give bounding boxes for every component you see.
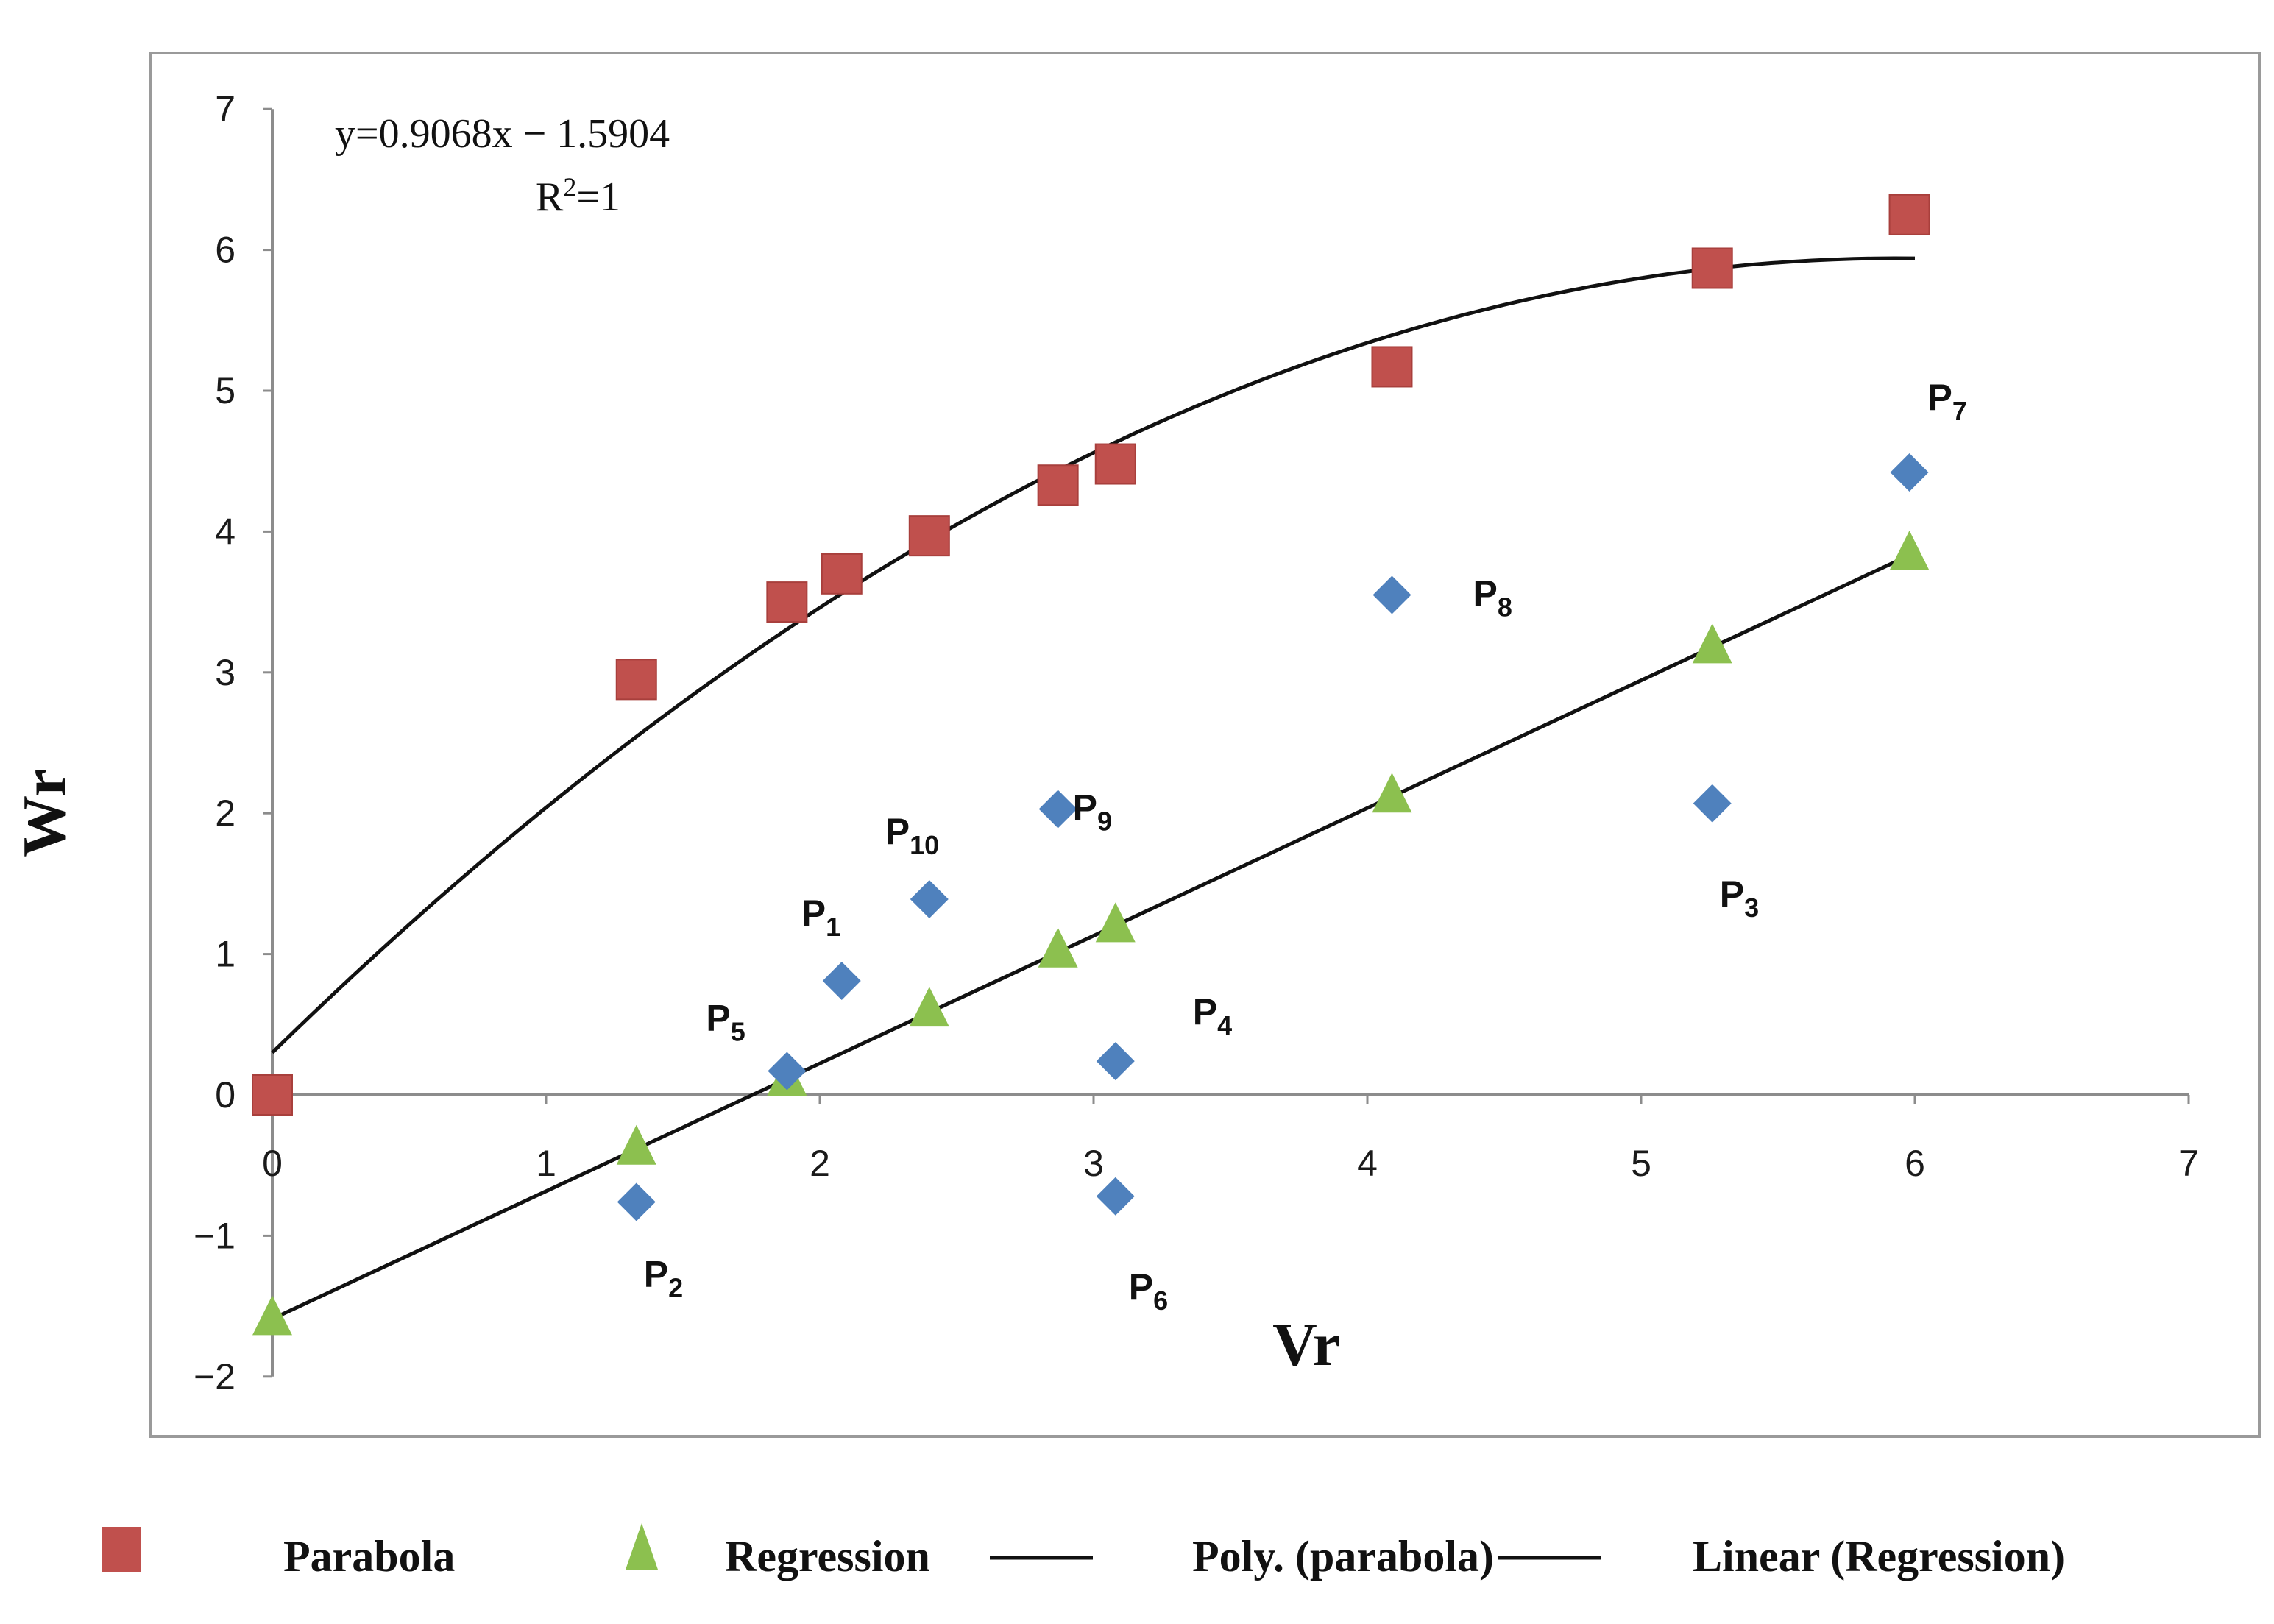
x-tick-label: 5	[1631, 1143, 1651, 1184]
parabola-point	[1691, 247, 1733, 289]
x-tick-label: 1	[536, 1143, 556, 1184]
r-squared-sup: 2	[563, 172, 576, 202]
x-axis-title: Vr	[1272, 1311, 1340, 1379]
parabola-point	[252, 1074, 293, 1116]
regression-point	[616, 1124, 656, 1165]
x-tick-label: 0	[262, 1143, 283, 1184]
x-tick-label: 4	[1357, 1143, 1378, 1184]
point-label: P4	[1193, 991, 1232, 1040]
r-squared-rest: =1	[576, 174, 620, 220]
x-tick-label: 3	[1083, 1143, 1104, 1184]
regression-point	[1038, 927, 1078, 968]
y-tick-label: 5	[215, 370, 235, 411]
parabola-point	[1094, 443, 1136, 485]
equation-text: y=0.9068x − 1.5904	[335, 111, 670, 157]
x-tick-label: 7	[2178, 1143, 2199, 1184]
p-point	[1890, 453, 1929, 492]
y-tick-label: 7	[215, 88, 235, 130]
legend-label: Linear (Regression)	[1693, 1532, 2065, 1581]
p-point	[1096, 1042, 1135, 1081]
point-label: P9	[1073, 787, 1112, 836]
parabola-point	[1888, 194, 1930, 235]
x-tick-label: 2	[810, 1143, 830, 1184]
p-point	[1038, 790, 1077, 829]
point-label: P6	[1129, 1266, 1168, 1316]
parabola-point	[1037, 464, 1079, 506]
y-tick-label: 6	[215, 230, 235, 271]
p-point	[617, 1182, 656, 1221]
y-tick-label: 1	[215, 934, 235, 975]
legend-label: Parabola	[283, 1532, 455, 1581]
y-tick-label: 4	[215, 511, 235, 552]
point-label: P5	[706, 997, 745, 1046]
p-point	[1096, 1177, 1135, 1216]
axes	[271, 109, 2189, 1377]
data-marks	[252, 194, 1930, 1336]
regression-point	[1372, 773, 1412, 813]
p-point	[822, 961, 861, 1000]
parabola-point	[615, 659, 657, 701]
point-labels: P1 P2 P3 P4 P5 P6 P7 P8 P9 P10	[644, 377, 1967, 1316]
y-tick-label: −2	[194, 1356, 235, 1397]
y-tick-label: 2	[215, 793, 235, 834]
point-label: P1	[801, 893, 840, 942]
linear-trendline	[271, 550, 1916, 1321]
y-tick-label: 3	[215, 652, 235, 693]
p-point	[1693, 784, 1732, 823]
parabola-point	[821, 553, 863, 595]
trendlines	[271, 256, 1916, 1321]
poly-trendline	[271, 256, 1916, 1054]
regression-point	[1095, 902, 1136, 943]
point-label: P3	[1720, 873, 1759, 923]
regression-point	[1889, 531, 1930, 571]
y-tick-label: 0	[215, 1074, 235, 1116]
parabola-point	[1371, 346, 1413, 388]
tick-labels: 0 1 2 3 4 5 6 7 −2 −1 0 1 2 3 4 5 6 7	[194, 88, 2199, 1397]
y-axis-title: Wr	[10, 769, 79, 857]
legend-parabola-marker	[102, 1527, 141, 1572]
r-squared-text: R2=1	[536, 172, 620, 220]
point-label: P7	[1928, 377, 1967, 426]
point-label: P10	[885, 811, 939, 860]
point-label: P2	[644, 1253, 683, 1302]
plot-frame	[149, 52, 2261, 1438]
x-tick-label: 6	[1905, 1143, 1925, 1184]
p-point	[910, 879, 949, 918]
p-point	[768, 1052, 807, 1091]
regression-point	[1692, 623, 1732, 664]
y-tick-label: −1	[194, 1215, 235, 1256]
parabola-point	[908, 515, 950, 557]
legend-label: Regression	[725, 1532, 930, 1581]
point-label: P8	[1473, 573, 1512, 623]
legend-regression-marker	[626, 1523, 658, 1570]
legend-label: Poly. (parabola)	[1192, 1532, 1494, 1581]
p-point	[1372, 575, 1411, 614]
r-squared-base: R	[536, 174, 564, 220]
regression-point	[252, 1295, 292, 1336]
regression-point	[909, 987, 949, 1027]
parabola-point	[766, 581, 808, 623]
legend: Parabola Regression Poly. (parabola) Linear…	[102, 1523, 2065, 1581]
